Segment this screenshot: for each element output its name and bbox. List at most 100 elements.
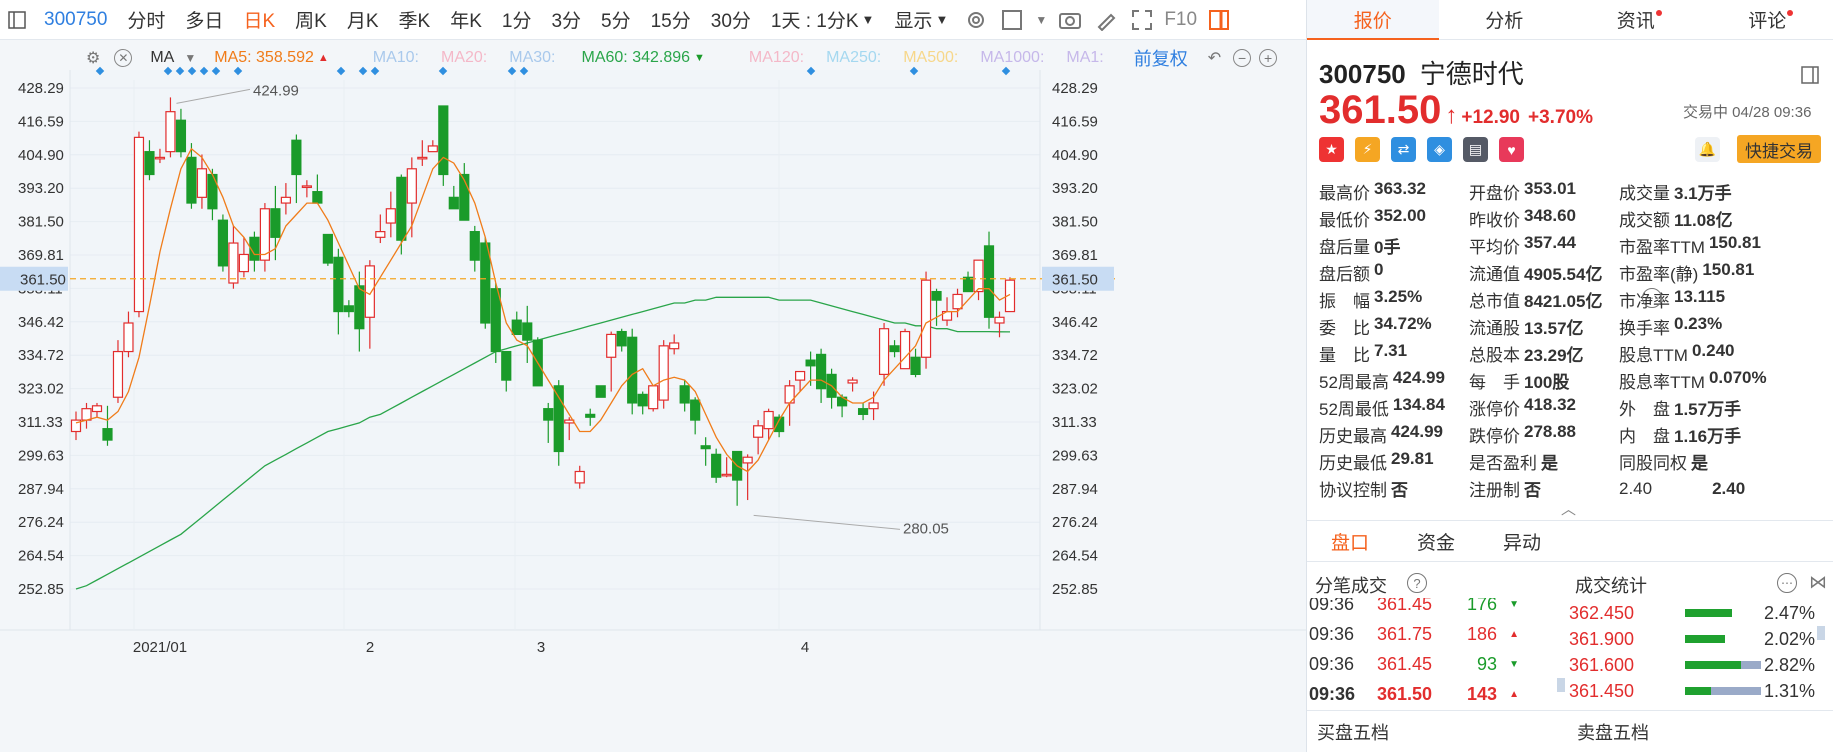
stat-value: 23.29亿 <box>1524 346 1584 365</box>
panel-toggle-icon[interactable] <box>1206 7 1232 33</box>
stat-key: 52周最低 <box>1319 400 1389 419</box>
frame-icon[interactable] <box>999 7 1025 33</box>
period-tab[interactable]: 日K <box>243 11 276 32</box>
ma30-label: MA30: <box>509 49 556 66</box>
f10-button[interactable]: F10 <box>1164 8 1198 30</box>
subtab-0[interactable]: 盘口 <box>1330 532 1369 554</box>
candle <box>427 140 438 153</box>
china-flag-icon[interactable]: ★ <box>1319 137 1344 162</box>
more-icon[interactable]: ⋯ <box>1777 573 1797 593</box>
stat-price: 361.450 <box>1569 681 1635 701</box>
split-icon[interactable]: ⋈ <box>1809 572 1827 592</box>
stat-value: 29.81 <box>1391 449 1434 468</box>
candle-body <box>259 208 270 261</box>
period-tab[interactable]: 年K <box>450 11 482 32</box>
y-tick-label: 346.42 <box>1052 314 1098 331</box>
collapse-icon[interactable]: ︿ <box>1561 501 1577 518</box>
close-icon[interactable]: ✕ <box>114 49 133 67</box>
subtab-1[interactable]: 资金 <box>1416 532 1455 554</box>
pen-icon[interactable] <box>1093 7 1119 33</box>
ma-selector[interactable]: MA <box>150 49 175 66</box>
stat-cell: 振 幅 3.25% <box>1319 287 1469 312</box>
settings-icon[interactable]: ⚙ <box>86 50 101 67</box>
period-tab[interactable]: 15分 <box>650 11 691 32</box>
candle-body <box>973 259 984 293</box>
candle <box>112 340 124 403</box>
candle-body <box>91 405 103 413</box>
candle-body <box>396 176 407 241</box>
candle <box>322 233 333 266</box>
scrollbar[interactable] <box>1557 678 1565 692</box>
y-tick-label: 369.81 <box>18 247 64 264</box>
candle-body <box>847 379 858 384</box>
stat-row: 量 比 7.31 总股本 23.29亿 股息TTM 0.240 <box>1319 340 1829 367</box>
heart-icon[interactable]: ♥ <box>1499 137 1524 162</box>
stat-cell: 盘后量 0手 <box>1319 233 1469 258</box>
tab-0[interactable]: 报价 <box>1307 0 1439 40</box>
tab-3[interactable]: 评论 <box>1702 0 1833 39</box>
kline-chart[interactable]: ⚙ ✕ MA ▼ MA5: 358.592 ▲ MA10: MA20: MA30… <box>0 40 1306 752</box>
camera-icon[interactable] <box>1057 7 1083 33</box>
candle-body <box>920 279 932 358</box>
subtab-2[interactable]: 异动 <box>1502 532 1541 554</box>
candle-body <box>553 385 564 453</box>
tick-price: 361.75 <box>1377 624 1433 644</box>
tag-icon[interactable]: ◈ <box>1427 137 1452 162</box>
stat-value: 134.84 <box>1392 395 1445 414</box>
settings-icon[interactable] <box>963 7 989 33</box>
period-tab[interactable]: 1分 <box>501 11 532 32</box>
ask-book-label[interactable]: 卖盘五档 <box>1577 722 1649 743</box>
period-tab[interactable]: 周K <box>295 11 327 32</box>
period-tab[interactable]: 3分 <box>551 11 582 32</box>
ma1x-label: MA1: <box>1066 49 1104 66</box>
sidebar-toggle-icon[interactable] <box>0 0 34 40</box>
candle-body <box>910 356 921 375</box>
panel-layout-icon[interactable] <box>1801 66 1819 89</box>
period-tab[interactable]: 月K <box>346 11 379 32</box>
bell-icon[interactable]: 🔔 <box>1695 137 1720 162</box>
arrow-up-icon: ▲ <box>1509 689 1519 700</box>
help-icon[interactable]: ? <box>1407 573 1427 593</box>
candle <box>606 331 617 392</box>
more-icon[interactable]: ⋯ <box>1642 288 1662 308</box>
fullscreen-icon[interactable] <box>1129 7 1155 33</box>
candle <box>354 271 365 352</box>
chevron-down-icon[interactable]: ▼ <box>1035 12 1048 27</box>
tab-2[interactable]: 资讯 <box>1570 0 1702 39</box>
candle-body <box>175 119 187 153</box>
period-tab[interactable]: 分时 <box>127 11 166 32</box>
zoom-out-icon[interactable]: − <box>1233 49 1252 67</box>
stock-code-title: 300750 <box>1319 59 1406 89</box>
shuffle-icon[interactable]: ⇄ <box>1391 137 1416 162</box>
period-tab[interactable]: 5分 <box>601 11 631 32</box>
candle-body <box>427 145 438 153</box>
stock-code[interactable]: 300750 <box>44 8 108 30</box>
note-icon[interactable]: ▤ <box>1463 137 1488 162</box>
candle <box>175 108 187 158</box>
candle-body <box>952 293 963 310</box>
scrollbar[interactable] <box>1817 626 1825 640</box>
period-tab[interactable]: 季K <box>398 11 431 32</box>
stat-cell: 委 比 34.72% <box>1319 314 1469 339</box>
bid-book-label[interactable]: 买盘五档 <box>1317 722 1389 743</box>
tab-1[interactable]: 分析 <box>1439 0 1571 39</box>
period-tab[interactable]: 多日 <box>185 11 224 32</box>
zoom-in-icon[interactable]: + <box>1259 49 1278 67</box>
lightning-icon[interactable]: ⚡ <box>1355 137 1380 162</box>
display-menu[interactable]: 显示 ▼ <box>884 0 958 40</box>
stat-value: 3.25% <box>1374 287 1423 306</box>
price-tag-right <box>1042 266 1114 291</box>
fast-trade-button[interactable]: 快捷交易 <box>1737 135 1821 163</box>
chevron-down-icon[interactable]: ▼ <box>184 51 197 65</box>
candle <box>962 271 974 293</box>
period-select[interactable]: 1天 : 1分K ▼ <box>761 0 885 40</box>
candle-body <box>962 276 974 293</box>
candle <box>690 397 701 435</box>
stat-value: 418.32 <box>1524 395 1576 414</box>
candle-body <box>70 419 82 433</box>
undo-icon[interactable]: ↶ <box>1207 50 1222 67</box>
period-tab[interactable]: 30分 <box>710 11 751 32</box>
y-tick-label: 252.85 <box>1052 581 1098 598</box>
adjust-button[interactable]: 前复权 <box>1133 49 1188 69</box>
stat-value: 2.40 <box>1712 478 1746 498</box>
